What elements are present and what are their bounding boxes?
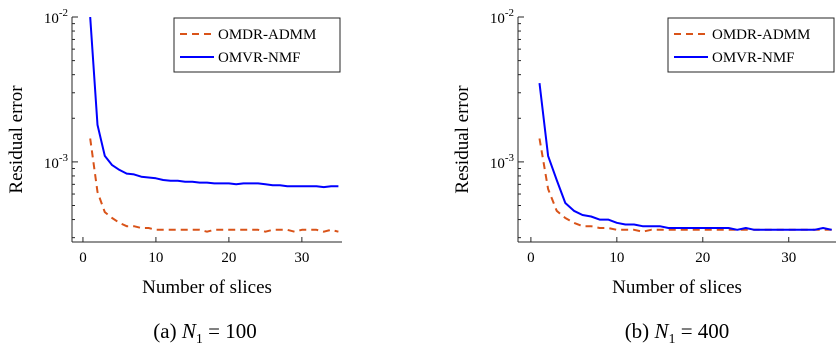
series-line-omvr-nmf xyxy=(89,17,339,189)
x-axis-label: Number of slices xyxy=(142,277,272,298)
y-tick-base: 10 xyxy=(490,11,505,27)
legend: OMDR-ADMM OMVR-NMF xyxy=(667,17,835,73)
x-tick-label: 10 xyxy=(148,250,163,266)
series-line-omvr-nmf xyxy=(538,82,832,231)
x-tick-label: 30 xyxy=(781,250,796,266)
y-tick-label: 10-3 xyxy=(490,152,515,172)
y-axis-label: Residual error xyxy=(6,85,27,194)
x-tick-label: 0 xyxy=(79,250,87,266)
plot-area xyxy=(89,17,339,233)
caption-subscript: 1 xyxy=(668,332,675,345)
legend-label: OMVR-NMF xyxy=(218,50,301,66)
x-axis-label: Number of slices xyxy=(612,277,742,298)
legend-label: OMVR-NMF xyxy=(712,50,795,66)
caption-equation: = 100 xyxy=(203,319,257,343)
y-tick-label: 10-2 xyxy=(44,7,68,27)
series-line-omdr-admm xyxy=(538,138,832,233)
y-tick-exponent: -3 xyxy=(59,152,69,164)
plot-area xyxy=(538,82,832,233)
subfigure-caption: (a) N1 = 100 xyxy=(153,319,256,345)
y-tick-label: 10-3 xyxy=(44,152,69,172)
x-tick-label: 20 xyxy=(221,250,236,266)
x-tick-label: 0 xyxy=(527,250,535,266)
x-tick-label: 30 xyxy=(294,250,309,266)
y-tick-exponent: -2 xyxy=(59,7,68,19)
caption-label: (b) xyxy=(625,319,655,343)
caption-variable: N xyxy=(653,319,669,343)
caption-subscript: 1 xyxy=(196,332,203,345)
y-axis-label: Residual error xyxy=(452,85,473,194)
legend-box xyxy=(667,17,835,73)
y-tick-base: 10 xyxy=(490,156,505,172)
caption-variable: N xyxy=(181,319,197,343)
y-tick-base: 10 xyxy=(44,156,59,172)
legend-label: OMDR-ADMM xyxy=(218,27,316,43)
caption-label: (a) xyxy=(153,319,182,343)
y-tick-exponent: -2 xyxy=(505,7,514,19)
x-tick-label: 20 xyxy=(695,250,710,266)
legend-label: OMDR-ADMM xyxy=(712,27,810,43)
x-tick-label: 10 xyxy=(609,250,624,266)
legend-box xyxy=(173,17,341,73)
series-line-omdr-admm xyxy=(89,138,339,233)
y-tick-base: 10 xyxy=(44,11,59,27)
y-tick-exponent: -3 xyxy=(505,152,515,164)
y-tick-label: 10-2 xyxy=(490,7,514,27)
subfigure-caption: (b) N1 = 400 xyxy=(625,319,730,345)
legend: OMDR-ADMM OMVR-NMF xyxy=(173,17,341,73)
caption-equation: = 400 xyxy=(675,319,729,343)
